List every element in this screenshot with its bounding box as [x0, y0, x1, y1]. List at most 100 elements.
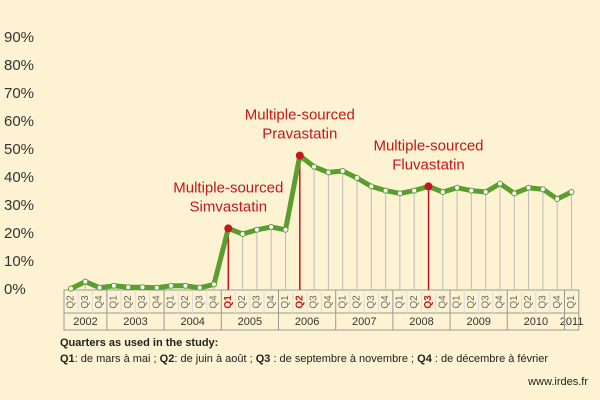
point	[311, 163, 318, 170]
year-label: 2008	[409, 316, 433, 328]
y-tick-label: 0%	[4, 281, 26, 298]
x-tick-label: Q4	[323, 295, 334, 309]
point	[468, 187, 475, 194]
point	[511, 190, 518, 197]
x-tick-label: Q2	[66, 295, 77, 309]
footnote-title: Quarters as used in the study:	[60, 337, 218, 349]
annotation: Fluvastatin	[392, 156, 465, 173]
annotation: Multiple-sourced	[173, 179, 283, 196]
y-tick-label: 50%	[4, 141, 34, 158]
x-tick-label: Q1	[166, 295, 177, 309]
x-tick-label: Q1	[223, 295, 234, 309]
year-label: 2004	[180, 316, 204, 328]
footnote-text: : de septembre à novembre ;	[270, 353, 417, 365]
x-tick-label: Q1	[452, 295, 463, 309]
x-tick-label: Q4	[495, 295, 506, 309]
annotation: Multiple-sourced	[373, 137, 483, 154]
point	[454, 184, 461, 191]
x-tick-label: Q2	[352, 295, 363, 309]
footnote-key: Q3	[256, 353, 271, 365]
x-tick-label: Q3	[137, 295, 148, 309]
x-tick-label: Q2	[180, 295, 191, 309]
point	[110, 282, 117, 289]
point	[497, 180, 503, 187]
x-tick-label: Q3	[194, 295, 205, 309]
point	[554, 196, 561, 202]
point	[253, 226, 260, 233]
y-tick-label: 10%	[4, 253, 34, 270]
x-tick-label: Q4	[266, 295, 277, 309]
x-tick-label: Q4	[380, 295, 391, 309]
x-tick-label: Q2	[294, 295, 305, 309]
x-tick-label: Q4	[94, 295, 105, 309]
y-tick-label: 30%	[4, 197, 34, 214]
point	[268, 224, 275, 230]
point	[68, 285, 74, 292]
footnote-key: Q4	[417, 353, 433, 365]
y-tick-label: 80%	[4, 57, 34, 74]
x-tick-label: Q2	[409, 295, 420, 309]
x-tick-label: Q3	[480, 295, 491, 309]
y-tick-label: 70%	[4, 85, 34, 102]
y-tick-label: 90%	[4, 29, 34, 46]
y-tick-label: 40%	[4, 169, 34, 186]
x-tick-label: Q3	[538, 295, 549, 309]
highlight-point	[424, 182, 433, 191]
x-tick-label: Q3	[309, 295, 320, 309]
point	[368, 183, 375, 190]
x-tick-label: Q2	[466, 295, 477, 309]
year-label: 2011	[560, 316, 584, 328]
year-label: 2009	[466, 316, 490, 328]
point	[325, 169, 332, 176]
x-tick-label: Q2	[237, 295, 248, 309]
footnote-key: Q2	[160, 353, 175, 365]
footnote: Q1: de mars à mai ; Q2: de juin à août ;…	[60, 353, 548, 365]
highlight-point	[224, 224, 233, 233]
x-tick-label: Q1	[109, 295, 120, 309]
point	[339, 168, 346, 174]
annotation: Multiple-sourced	[245, 107, 355, 124]
point	[439, 189, 446, 195]
footnote-text: : de mars à mai ;	[75, 353, 160, 365]
point	[96, 284, 103, 291]
point	[411, 187, 418, 194]
x-tick-label: Q2	[523, 295, 534, 309]
point	[82, 278, 89, 285]
year-label: 2002	[73, 316, 97, 328]
x-tick-label: Q3	[80, 295, 91, 309]
x-tick-label: Q3	[423, 295, 434, 309]
year-label: 2005	[238, 316, 262, 328]
x-tick-label: Q4	[151, 295, 162, 309]
point	[211, 281, 217, 288]
point	[539, 186, 546, 193]
point	[382, 187, 389, 194]
y-tick-label: 60%	[4, 113, 34, 130]
point	[125, 284, 132, 291]
point	[153, 284, 160, 291]
point	[139, 284, 146, 291]
annotation: Simvastatin	[190, 198, 268, 215]
annotation: Pravastatin	[262, 126, 337, 143]
year-label: 2006	[295, 316, 319, 328]
y-tick-label: 20%	[4, 225, 34, 242]
point	[168, 282, 175, 289]
point	[568, 189, 575, 195]
x-tick-label: Q3	[366, 295, 377, 309]
point	[396, 190, 403, 197]
x-tick-label: Q2	[123, 295, 134, 309]
footnote-text: : de juin à août ;	[174, 353, 255, 365]
point	[482, 189, 489, 195]
x-tick-label: Q1	[280, 295, 291, 309]
x-tick-label: Q4	[552, 295, 563, 309]
x-tick-label: Q1	[509, 295, 520, 309]
point	[282, 226, 289, 233]
point	[239, 231, 246, 237]
x-tick-label: Q1	[566, 295, 577, 309]
x-tick-label: Q4	[437, 295, 448, 309]
footnote-text: : de décembre à février	[432, 353, 549, 365]
year-label: 2010	[524, 316, 548, 328]
source: www.irdes.fr	[527, 376, 588, 388]
point	[182, 282, 189, 289]
